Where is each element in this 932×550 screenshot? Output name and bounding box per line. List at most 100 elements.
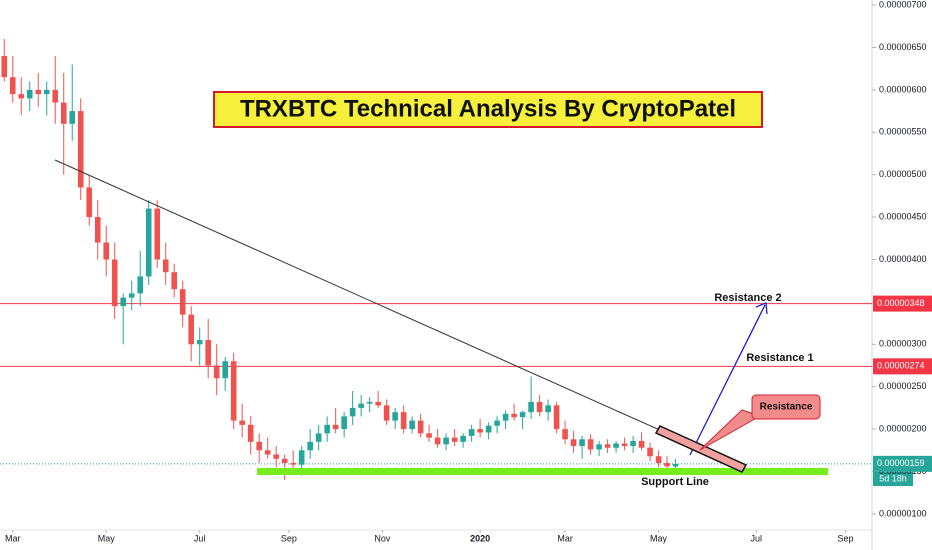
candle-body [604, 444, 611, 448]
candle-body [111, 259, 118, 307]
candle-body [375, 401, 381, 406]
candle-body [545, 405, 551, 413]
projection-arrow [689, 304, 766, 456]
candle-body [502, 413, 509, 421]
candle-body [264, 450, 271, 455]
candle-body [596, 444, 602, 450]
candle-body [52, 89, 59, 103]
candle-body [477, 429, 483, 433]
candle-body [417, 420, 424, 434]
candle-body [213, 365, 220, 379]
candle-body [400, 412, 407, 430]
candle-body [103, 242, 110, 260]
candle-body [281, 458, 288, 464]
candle-body [315, 433, 322, 442]
x-tick-label: 2020 [470, 533, 490, 543]
callout-box [751, 394, 821, 420]
candle-body [162, 259, 169, 273]
candle-body [579, 439, 585, 447]
candle-body [443, 437, 449, 445]
candle-body [230, 361, 237, 421]
y-tick-label: 0.00000200 [879, 423, 927, 433]
candle-body [341, 416, 347, 430]
candle-body [664, 463, 670, 467]
candle-body [392, 412, 398, 421]
candle-body [94, 217, 101, 243]
candle-body [145, 208, 152, 277]
candle-body [298, 450, 305, 465]
x-tick-label: Jul [751, 533, 763, 543]
support-band [257, 468, 828, 475]
y-tick-label: 0.00000450 [879, 211, 927, 221]
candle-body [570, 439, 577, 447]
candle-body [247, 424, 254, 442]
candle-body [69, 111, 76, 124]
annotation: Support Line [641, 476, 709, 488]
candle-body [485, 425, 492, 433]
candle-body [9, 77, 16, 95]
callout-pointer [699, 409, 762, 451]
candle-body [536, 401, 543, 413]
candle-body [196, 340, 203, 345]
price-label: 0.00000159 [877, 458, 925, 468]
candle-body [553, 405, 560, 430]
candle-body [154, 208, 161, 260]
annotation: Resistance 2 [714, 292, 781, 304]
trend-line [54, 159, 701, 449]
price-label-box [873, 295, 932, 312]
x-tick-label: May [650, 533, 668, 543]
candle-body [468, 429, 475, 436]
candle-body [86, 187, 93, 218]
y-tick-label: 0.00000400 [879, 254, 927, 264]
candle-body [77, 111, 84, 188]
y-tick-label: 0.00000100 [879, 508, 927, 518]
arrow-head [755, 302, 768, 315]
candle-body [460, 435, 466, 442]
candle-body [179, 289, 186, 315]
candle-body [273, 454, 279, 459]
candle-body [655, 456, 662, 464]
candle-body [128, 293, 135, 298]
candle-body [621, 443, 628, 447]
candle-body [256, 441, 262, 451]
price-label-box [873, 455, 932, 472]
candle-body [409, 420, 415, 430]
candle-body [426, 433, 432, 438]
y-tick-label: 0.00000300 [879, 339, 927, 349]
candle-body [613, 443, 619, 448]
candle-body [349, 407, 356, 417]
y-tick-label: 0.00000600 [879, 84, 927, 94]
chart-title: TRXBTC Technical Analysis By CryptoPatel [240, 95, 736, 122]
candle-body [222, 361, 228, 379]
candle-body [120, 297, 127, 307]
candle-body [562, 429, 568, 440]
y-tick-label: 0.00000500 [879, 169, 927, 179]
x-tick-label: Jul [194, 533, 206, 543]
candle-body [672, 463, 679, 467]
candle-body [137, 276, 144, 294]
candle-body [1, 55, 8, 78]
candle-body [519, 412, 526, 418]
x-tick-label: Mar [5, 533, 21, 543]
candle-body [60, 102, 67, 124]
y-tick-label: 0.00000550 [879, 127, 927, 137]
price-label-box [873, 358, 932, 375]
candle-body [383, 405, 390, 421]
price-label: 0.00000274 [877, 361, 925, 371]
candle-body [205, 340, 211, 366]
candle-body [434, 437, 441, 445]
candle-body [307, 441, 313, 451]
candle-body [451, 437, 458, 442]
candle-body [35, 89, 42, 95]
candle-body [239, 420, 245, 425]
candle-body [494, 420, 500, 426]
countdown: 5d 18h [879, 473, 907, 483]
x-tick-label: May [98, 533, 116, 543]
candle-body [630, 440, 636, 447]
candle-body [18, 94, 25, 99]
candle-body [188, 314, 194, 345]
candle-body [26, 89, 33, 99]
countdown-box [873, 472, 913, 486]
candle-body [647, 447, 653, 457]
